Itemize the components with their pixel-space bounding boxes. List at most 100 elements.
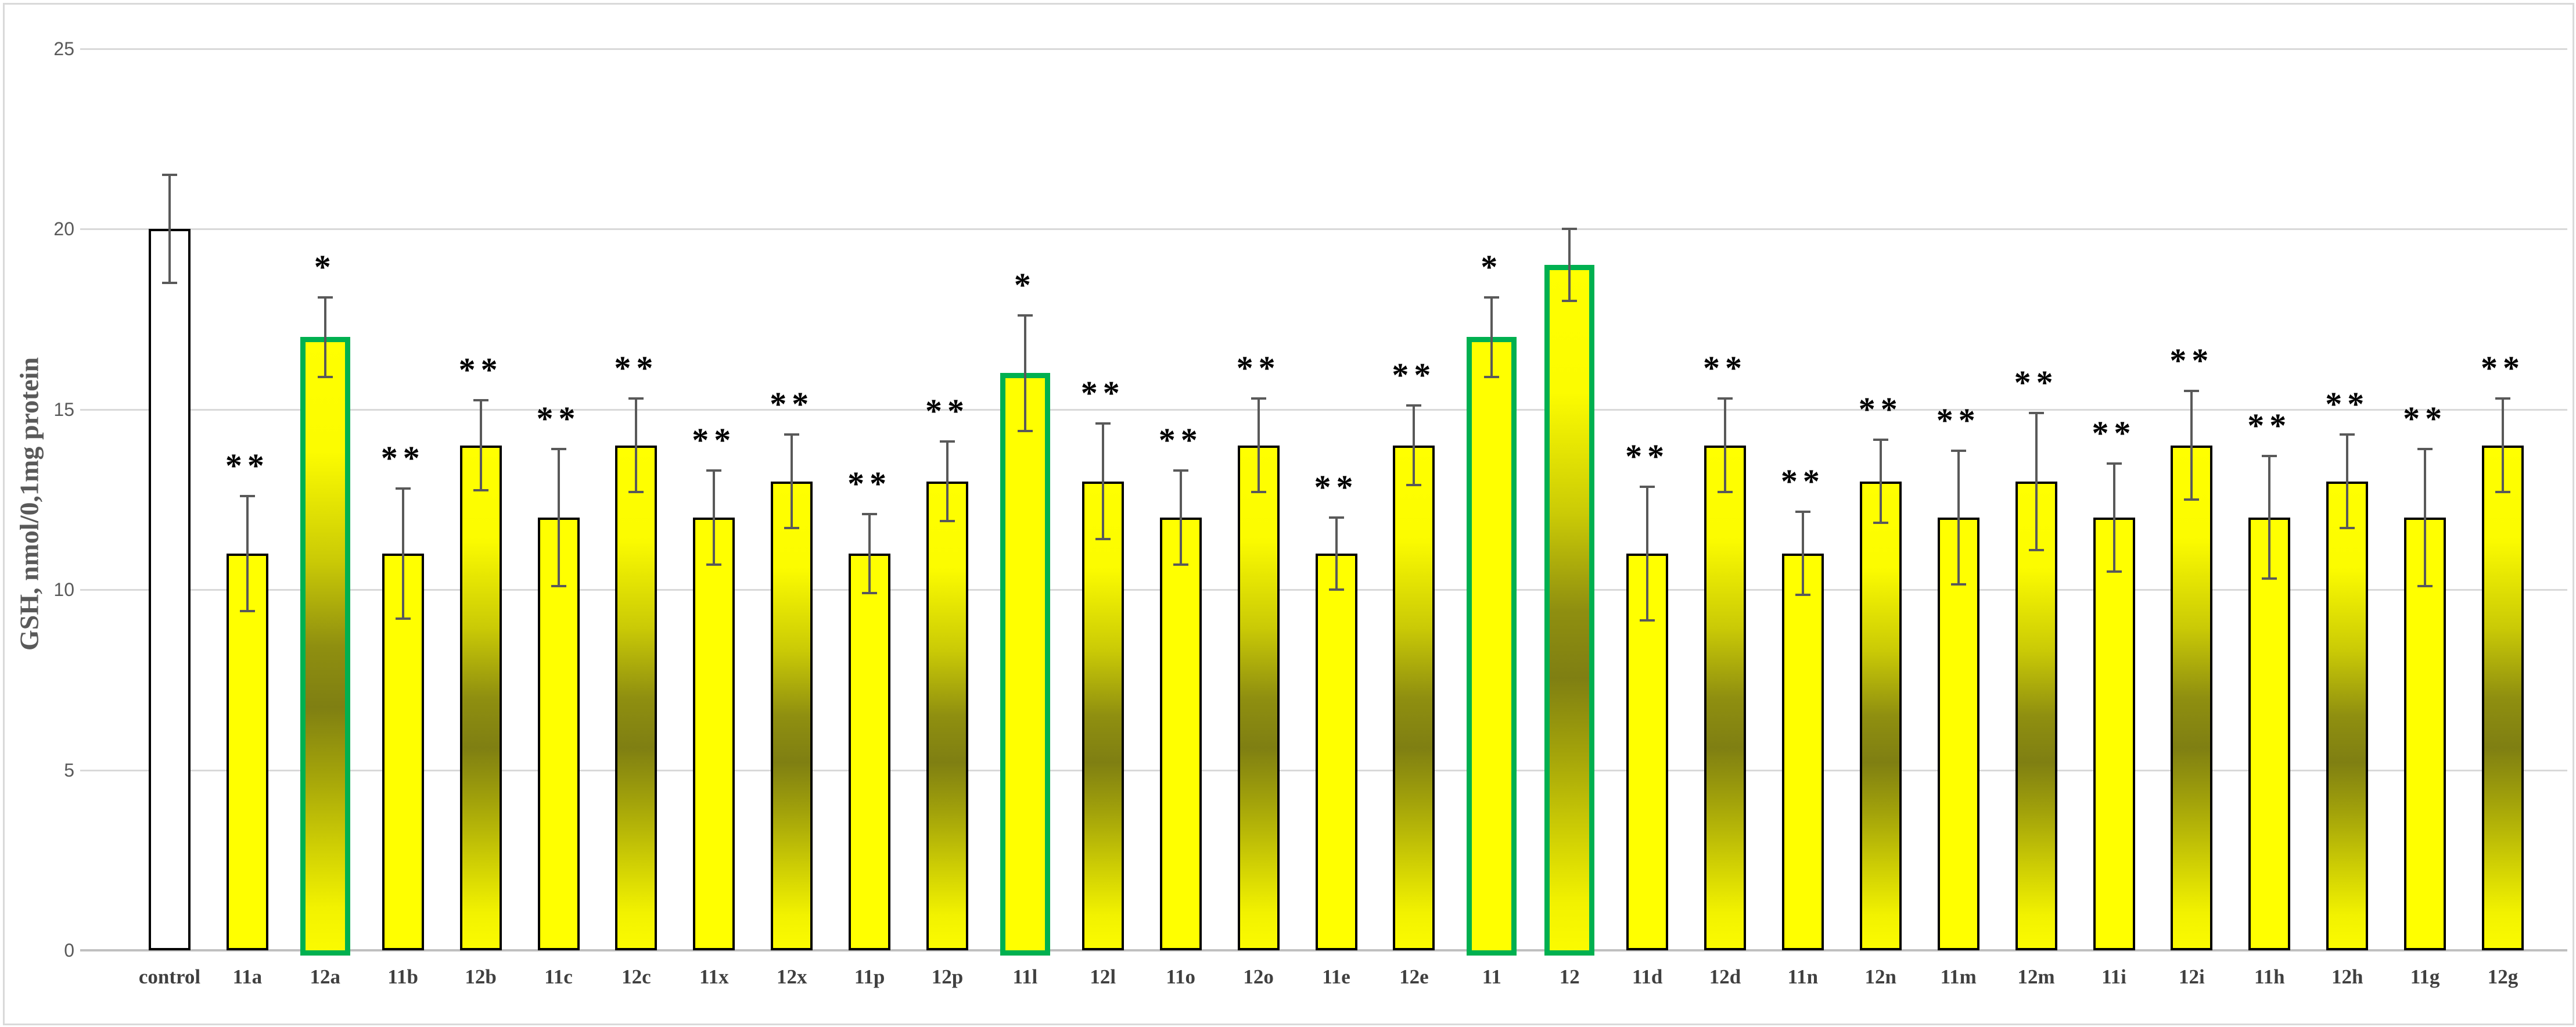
chart-frame: GSH, nmol/0,1mg protein 0 5 10 15 20 25 contro… xyxy=(3,3,2574,1025)
x-label-control: control xyxy=(138,965,201,988)
error-bar-cap-top-12a xyxy=(317,296,333,299)
significance-12d: ** xyxy=(1703,349,1747,387)
error-bar-cap-top-11m xyxy=(1950,449,1966,452)
error-bar-cap-bottom-control xyxy=(162,282,177,285)
error-bar-cap-top-11n xyxy=(1795,511,1810,514)
x-label-11g: 11g xyxy=(2410,965,2440,988)
significance-12a: * xyxy=(314,247,336,286)
error-bar-11p xyxy=(868,514,871,594)
x-label-12e: 12e xyxy=(1399,965,1429,988)
significance-11d: ** xyxy=(1625,437,1670,475)
error-bar-cap-top-11e xyxy=(1328,516,1344,519)
error-bar-cap-top-12n xyxy=(1873,439,1888,441)
x-label-12d: 12d xyxy=(1709,965,1741,988)
x-label-11x: 11x xyxy=(699,965,729,988)
error-bar-cap-bottom-12b xyxy=(473,489,488,492)
error-bar-12b xyxy=(479,400,482,491)
error-bar-cap-top-11a xyxy=(239,494,255,497)
error-bar-12h xyxy=(2346,434,2349,529)
error-bar-cap-bottom-11o xyxy=(1173,563,1188,566)
bar-11c xyxy=(537,517,580,950)
x-label-12h: 12h xyxy=(2331,965,2363,988)
error-bar-cap-bottom-12a xyxy=(317,375,333,378)
error-bar-cap-bottom-11d xyxy=(1640,619,1655,622)
x-label-11h: 11h xyxy=(2254,965,2285,988)
error-bar-cap-top-11x xyxy=(706,469,722,472)
error-bar-12 xyxy=(1568,229,1571,301)
error-bar-cap-top-12d xyxy=(1718,397,1733,400)
y-tick-15: 15 xyxy=(53,398,74,420)
error-bar-cap-bottom-12i xyxy=(2184,498,2200,501)
error-bar-cap-bottom-12p xyxy=(940,520,955,522)
error-bar-cap-bottom-11m xyxy=(1950,583,1966,586)
significance-11x: ** xyxy=(692,421,736,459)
error-bar-cap-top-control xyxy=(162,173,177,176)
x-label-11b: 11b xyxy=(387,965,418,988)
bar-12i xyxy=(2171,445,2213,950)
significance-11c: ** xyxy=(536,399,581,437)
error-bar-cap-top-12m xyxy=(2028,411,2044,414)
error-bar-11n xyxy=(1801,512,1804,595)
error-bar-cap-bottom-11g xyxy=(2417,584,2433,587)
error-bar-cap-bottom-12m xyxy=(2028,548,2044,551)
error-bar-11x xyxy=(713,471,716,565)
x-label-11n: 11n xyxy=(1787,965,1819,988)
y-tick-20: 20 xyxy=(53,218,74,239)
bar-12l xyxy=(1082,481,1124,950)
significance-12n: ** xyxy=(1858,390,1903,429)
error-bar-11a xyxy=(246,495,249,612)
bar-11a xyxy=(226,553,268,950)
error-bar-cap-bottom-12o xyxy=(1251,491,1266,494)
error-bar-cap-bottom-12l xyxy=(1095,538,1111,541)
significance-11o: ** xyxy=(1158,421,1203,459)
error-bar-12p xyxy=(946,441,949,521)
gridline-25 xyxy=(80,48,2567,50)
significance-12m: ** xyxy=(2014,363,2058,401)
bar-11h xyxy=(2248,517,2291,950)
x-label-11d: 11d xyxy=(1632,965,1663,988)
x-label-12p: 12p xyxy=(931,965,964,988)
error-bar-cap-top-12o xyxy=(1251,397,1266,400)
significance-12g: ** xyxy=(2481,349,2525,387)
gridline-0 xyxy=(80,949,2567,951)
error-bar-11 xyxy=(1490,297,1493,377)
bar-control xyxy=(149,229,191,950)
error-bar-cap-bottom-12h xyxy=(2340,527,2355,530)
bar-12d xyxy=(1704,445,1746,950)
error-bar-cap-top-12p xyxy=(940,440,955,443)
significance-11a: ** xyxy=(225,446,270,484)
error-bar-cap-top-11d xyxy=(1640,486,1655,488)
y-tick-5: 5 xyxy=(64,759,74,781)
error-bar-11e xyxy=(1335,517,1338,590)
bar-11n xyxy=(1781,553,1824,950)
error-bar-11l xyxy=(1023,315,1026,431)
significance-12x: ** xyxy=(770,385,814,423)
x-label-12x: 12x xyxy=(776,965,807,988)
error-bar-cap-bottom-11i xyxy=(2106,570,2122,573)
x-label-12b: 12b xyxy=(465,965,497,988)
x-label-11m: 11m xyxy=(1940,965,1977,988)
significance-12c: ** xyxy=(614,349,659,387)
gridline-20 xyxy=(80,228,2567,230)
significance-11h: ** xyxy=(2247,407,2292,445)
significance-11: * xyxy=(1481,247,1503,286)
error-bar-12g xyxy=(2502,398,2504,493)
error-bar-cap-bottom-12 xyxy=(1562,300,1578,303)
error-bar-11b xyxy=(401,489,404,619)
x-label-12i: 12i xyxy=(2179,965,2205,988)
bar-11x xyxy=(693,517,735,950)
significance-12e: ** xyxy=(1392,356,1436,394)
error-bar-cap-top-11p xyxy=(862,512,878,515)
bar-11e xyxy=(1315,553,1357,950)
error-bar-cap-top-12g xyxy=(2495,397,2510,400)
bar-12h xyxy=(2326,481,2369,950)
error-bar-control xyxy=(168,174,171,283)
error-bar-cap-bottom-12n xyxy=(1873,522,1888,525)
x-label-11o: 11o xyxy=(1166,965,1195,988)
bar-12e xyxy=(1393,445,1435,950)
bar-12n xyxy=(1859,481,1902,950)
bar-11 xyxy=(1467,337,1517,956)
bar-11d xyxy=(1626,553,1669,950)
y-tick-25: 25 xyxy=(53,38,74,59)
error-bar-12o xyxy=(1257,398,1260,493)
